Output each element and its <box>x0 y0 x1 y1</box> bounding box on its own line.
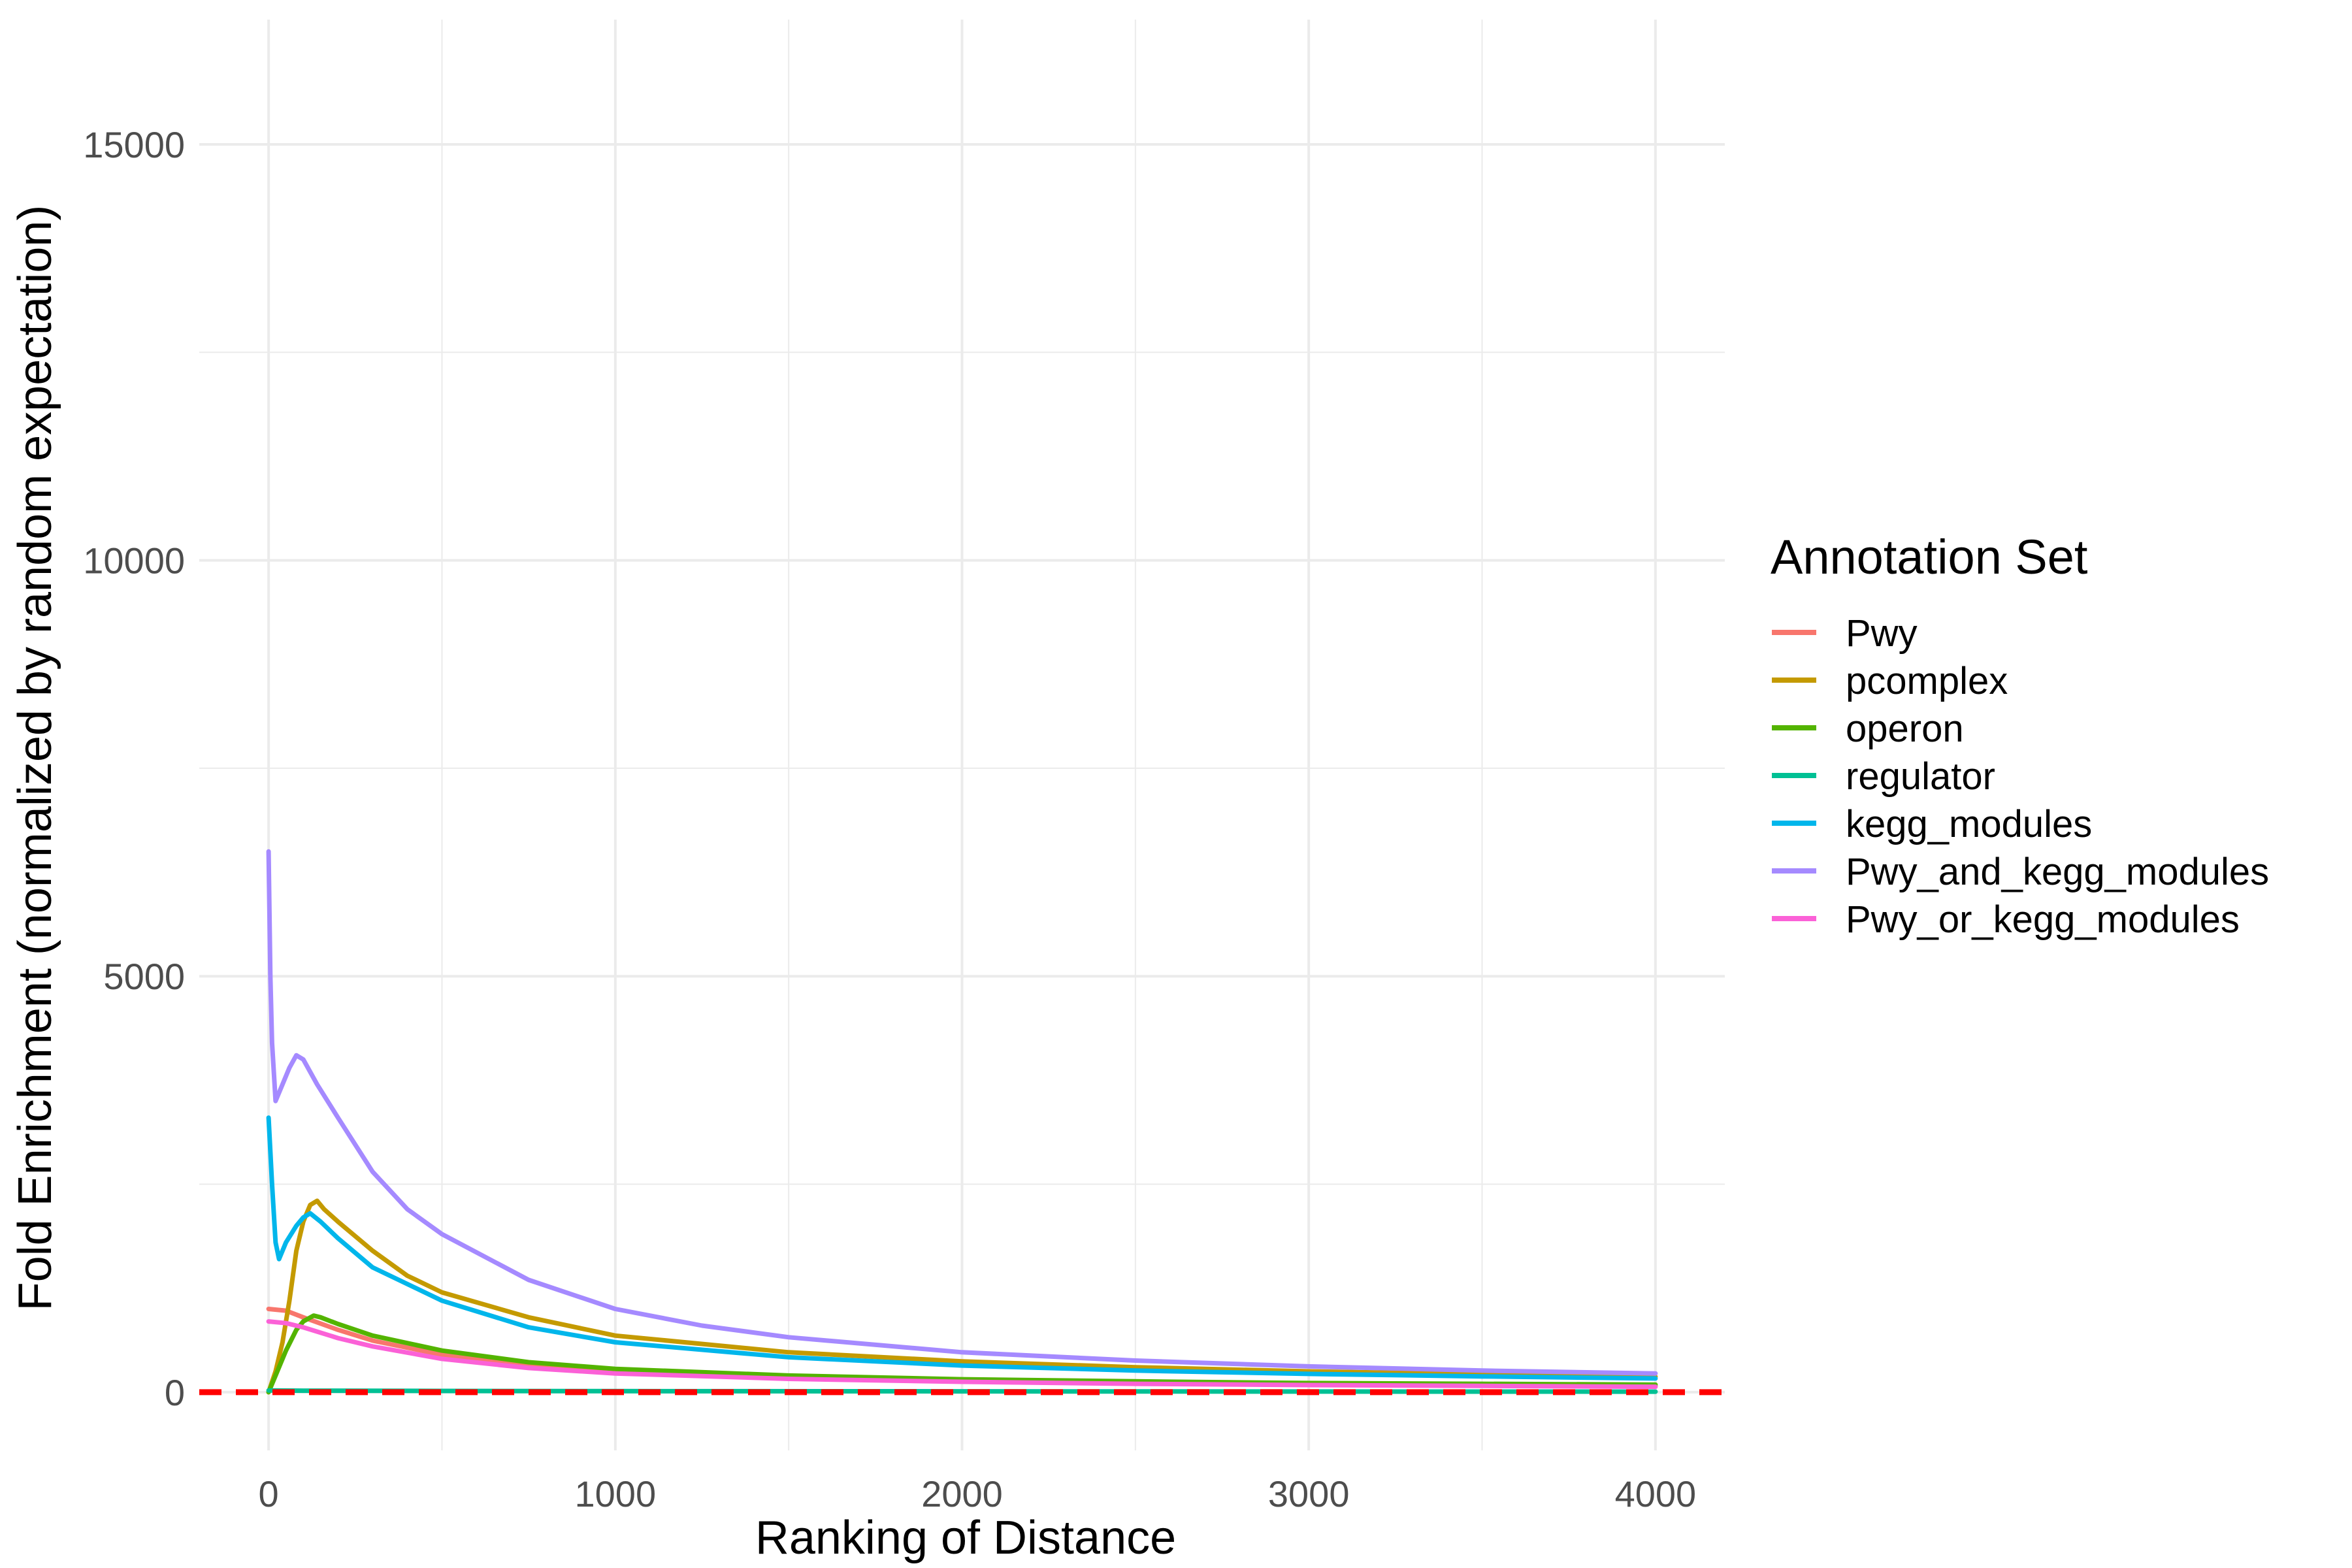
legend-label: pcomplex <box>1846 660 2008 702</box>
y-tick-label: 10000 <box>83 540 185 581</box>
series-line-pcomplex <box>266 1198 1658 1395</box>
x-tick-labels: 0 1000 2000 3000 4000 <box>259 1473 1697 1514</box>
series-line-pwy-or-kegg-modules <box>266 1319 1658 1390</box>
x-tick-label: 1000 <box>575 1473 657 1514</box>
y-axis-title: Fold Enrichment (normalized by random ex… <box>9 205 61 1311</box>
legend-label: kegg_modules <box>1846 803 2092 845</box>
y-tick-label: 15000 <box>83 124 185 165</box>
series-lines <box>266 849 1658 1395</box>
legend-label: Pwy <box>1846 612 1918 655</box>
x-tick-label: 2000 <box>921 1473 1003 1514</box>
series-line-pwy-and-kegg-modules <box>266 849 1658 1376</box>
legend: Annotation Set Pwy pcomplex operon regulato… <box>1771 530 2269 941</box>
y-tick-label: 0 <box>165 1372 185 1413</box>
x-tick-label: 3000 <box>1268 1473 1350 1514</box>
x-tick-label: 0 <box>259 1473 279 1514</box>
legend-label: regulator <box>1846 755 1995 798</box>
legend-label: Pwy_or_kegg_modules <box>1846 898 2240 941</box>
grid-lines <box>199 20 1725 1450</box>
x-tick-label: 4000 <box>1615 1473 1697 1514</box>
legend-label: Pwy_and_kegg_modules <box>1846 851 2269 893</box>
x-axis-title: Ranking of Distance <box>755 1512 1176 1564</box>
y-tick-label: 5000 <box>103 956 185 997</box>
legend-label: operon <box>1846 708 1964 750</box>
legend-title: Annotation Set <box>1771 530 2088 584</box>
series-line-operon <box>266 1313 1658 1395</box>
y-tick-labels: 0 5000 10000 15000 <box>83 124 185 1413</box>
series-line-kegg-modules <box>266 1115 1658 1381</box>
